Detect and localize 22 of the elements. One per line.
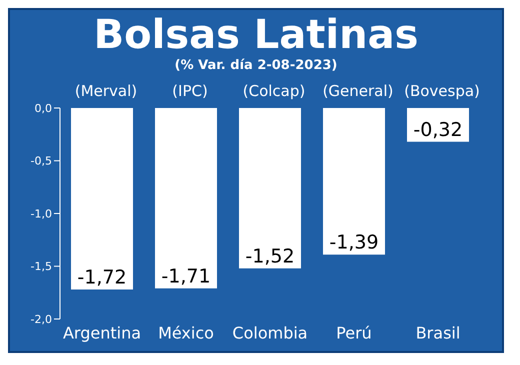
x-tick-label: Colombia bbox=[232, 323, 308, 342]
text: (IPC) bbox=[171, 82, 209, 100]
data-label: -1,72 bbox=[77, 266, 127, 288]
y-tick-label: -1,5 bbox=[30, 260, 52, 274]
y-tick-label: 0,0 bbox=[34, 102, 52, 115]
data-label: -1,71 bbox=[161, 265, 211, 288]
data-label: -0,32 bbox=[413, 118, 463, 141]
chart-subtitle: (% Var. día 2-08-2023) bbox=[174, 58, 338, 74]
y-tick-label: -0,5 bbox=[30, 154, 52, 168]
data-label: -1,39 bbox=[329, 232, 379, 254]
text: (Colcap) bbox=[242, 82, 306, 100]
text: (General) bbox=[322, 82, 394, 100]
x-tick-label: México bbox=[158, 323, 214, 342]
x-tick-label: Brasil bbox=[416, 323, 460, 342]
x-tick-label: Argentina bbox=[62, 323, 142, 342]
data-label: -1,52 bbox=[245, 245, 295, 268]
y-tick-label: -1,0 bbox=[30, 207, 52, 220]
chart-title: Bolsas Latinas bbox=[92, 12, 420, 58]
text: (Merval) bbox=[74, 82, 138, 100]
x-tick-label: Perú bbox=[336, 323, 372, 342]
text: (Bovespa) bbox=[403, 82, 481, 100]
y-tick-label: -2,0 bbox=[30, 312, 52, 326]
